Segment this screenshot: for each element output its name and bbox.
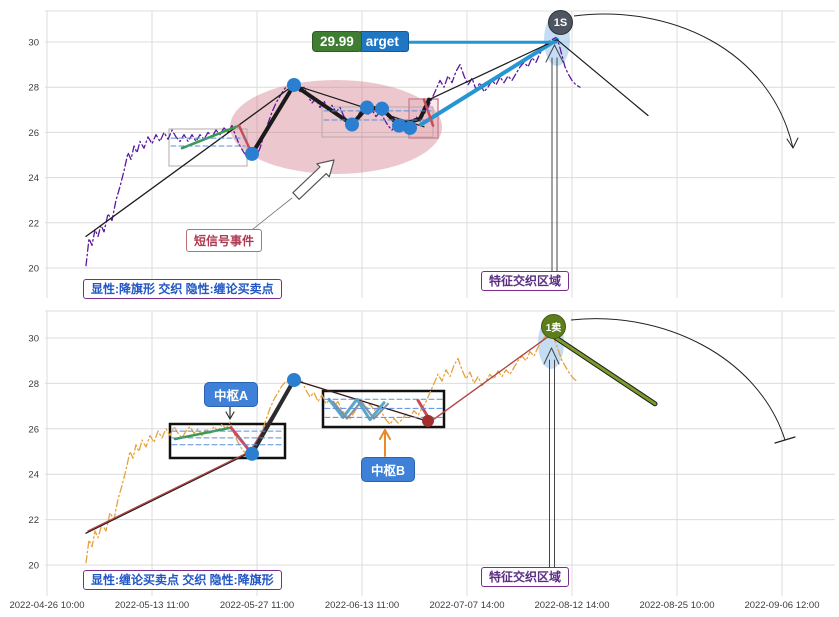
pivot-dot <box>360 100 374 115</box>
y-tick-label: 24 <box>28 173 39 184</box>
signal-callout-line <box>247 197 293 234</box>
x-tick-label: 2022-05-27 11:00 <box>220 600 294 611</box>
trend-line-black <box>85 451 251 534</box>
rise-line-black <box>428 39 558 101</box>
flag-seg-red <box>422 98 435 127</box>
y-tick-label: 22 <box>28 218 39 229</box>
pivot-dot <box>422 414 434 427</box>
y-tick-label: 30 <box>28 334 39 345</box>
sell-point-marker-1sell: 1卖 <box>541 314 566 339</box>
zhongshu-a-pointer <box>229 411 235 420</box>
post-peak-line <box>556 39 649 117</box>
pivot-dot <box>245 146 259 161</box>
x-tick-label: 2022-08-25 10:00 <box>639 600 714 611</box>
y-tick-label: 28 <box>28 83 39 94</box>
y-tick-label: 20 <box>28 561 39 572</box>
x-tick-label: 2022-09-06 12:00 <box>744 600 819 611</box>
rise-seg-thick <box>250 378 296 456</box>
pivot-dot <box>287 77 301 92</box>
pivot-dot <box>345 117 359 132</box>
pivot-dot <box>403 120 417 135</box>
target-value-badge: 29.99 <box>312 31 362 52</box>
y-tick-label: 20 <box>28 264 39 275</box>
up-seg-green <box>173 426 233 441</box>
y-tick-label: 28 <box>28 379 39 390</box>
feature-guide-arrow <box>554 44 564 63</box>
zhongshu-b-label: 中枢B <box>362 458 415 481</box>
zigzag-slate <box>332 400 389 420</box>
y-tick-label: 26 <box>28 128 39 139</box>
x-tick-label: 2022-07-07 14:00 <box>429 600 504 611</box>
descend-line-olive <box>549 333 657 406</box>
curve-arrow-head <box>786 138 794 149</box>
zhongshu-a-pointer <box>225 411 231 420</box>
signal-event-label: 短信号事件 <box>186 229 263 252</box>
sell-point-marker-1s: 1S <box>548 10 573 35</box>
x-tick-label: 2022-06-13 11:00 <box>325 600 399 611</box>
pivot-dot <box>392 118 406 133</box>
trend-line <box>85 84 295 238</box>
zhongshu-b-box <box>321 389 446 429</box>
cross-line <box>293 379 431 423</box>
feature-zone-label-top: 特征交织区域 <box>481 271 570 291</box>
feature-guide-arrow <box>545 44 555 63</box>
range-box-1 <box>168 128 248 167</box>
zhongshu-b-pointer <box>384 429 391 440</box>
pivot-dot <box>375 101 389 116</box>
feature-zone-label-bottom: 特征交织区域 <box>481 567 570 587</box>
price-line <box>85 331 579 564</box>
target-label-badge: arget <box>357 31 409 52</box>
projection-curve <box>573 13 794 149</box>
x-tick-label: 2022-04-26 10:00 <box>9 600 84 611</box>
y-tick-label: 24 <box>28 470 39 481</box>
zhongshu-a-box <box>168 422 287 460</box>
up-seg-green <box>180 124 241 150</box>
zhongshu-b-pointer <box>379 429 386 440</box>
zhongshu-a-label: 中枢A <box>205 383 258 406</box>
y-tick-label: 30 <box>28 38 39 49</box>
pivot-dot <box>287 372 301 387</box>
signal-block-arrow <box>292 159 335 200</box>
x-tick-label: 2022-05-13 11:00 <box>115 600 189 611</box>
pattern-caption-bottom: 显性:缠论买卖点 交织 隐性:降旗形 <box>83 570 282 590</box>
curve-arrow-head <box>792 137 799 149</box>
pivot-dot <box>245 446 259 461</box>
pattern-caption-top: 显性:降旗形 交织 隐性:缠论买卖点 <box>83 279 282 299</box>
target-annotation: 29.99 arget <box>312 31 409 52</box>
y-tick-label: 22 <box>28 515 39 526</box>
feature-guide-arrow <box>543 347 552 365</box>
feature-guide-arrow <box>551 347 560 365</box>
projection-curve <box>570 318 786 441</box>
x-tick-label: 2022-08-12 14:00 <box>534 600 609 611</box>
rise-line-blue <box>419 37 559 127</box>
y-tick-label: 26 <box>28 424 39 435</box>
